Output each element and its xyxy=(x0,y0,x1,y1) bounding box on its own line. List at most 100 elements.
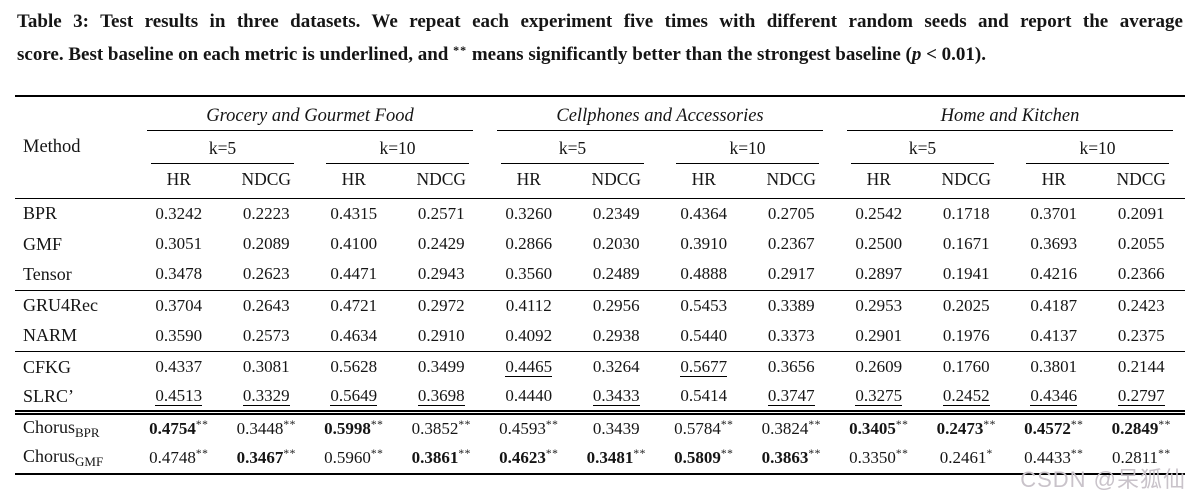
metric-header-hr: HR xyxy=(485,164,573,199)
metric-value: 0.3693 xyxy=(1030,234,1078,254)
caption-line-1: Table 3: Test results in three datasets.… xyxy=(17,11,1183,32)
metric-cell: 0.3260 xyxy=(485,198,573,229)
metric-cell: 0.3350** xyxy=(835,444,923,475)
metric-cell: 0.4137 xyxy=(1010,321,1098,352)
metric-value: 0.4315 xyxy=(330,203,378,223)
k-header: k=5 xyxy=(485,131,660,164)
metric-cell: 0.4748** xyxy=(135,444,223,475)
metric-cell: 0.2429 xyxy=(398,229,486,260)
significance-stars: ** xyxy=(195,419,209,432)
metric-value: 0.3439 xyxy=(592,419,640,439)
significance-stars: ** xyxy=(283,448,296,461)
metric-cell: 0.1941 xyxy=(923,259,1011,290)
metric-header-ndcg: NDCG xyxy=(747,164,835,199)
metric-value: 0.2366 xyxy=(1117,264,1165,284)
metric-cell: 0.2917 xyxy=(748,259,836,290)
method-name: ChorusBPR xyxy=(15,410,135,444)
significance-stars: ** xyxy=(633,448,646,461)
method-name: GRU4Rec xyxy=(15,289,135,321)
metric-cell: 0.2489 xyxy=(573,259,661,290)
significance-stars: ** xyxy=(895,419,909,432)
metric-value: 0.2375 xyxy=(1117,325,1165,345)
metric-value: 0.3373 xyxy=(767,325,815,345)
header-row-metrics: HR NDCG HR NDCG HR NDCG HR NDCG HR NDCG … xyxy=(15,164,1185,199)
metric-cell: 0.3861** xyxy=(398,444,486,475)
metric-cell: 0.1760 xyxy=(922,350,1010,383)
metric-value: 0.4100 xyxy=(330,234,378,254)
significance-stars: ** xyxy=(1070,448,1084,461)
metric-header-ndcg: NDCG xyxy=(397,164,485,199)
metric-cell: 0.4623** xyxy=(485,444,573,475)
metric-cell: 0.3242 xyxy=(135,198,223,229)
metric-value: 0.4513 xyxy=(155,386,203,407)
metric-cell: 0.2452 xyxy=(923,382,1011,413)
metric-value: 0.2609 xyxy=(855,357,903,377)
table-row: ChorusGMF 0.4748** 0.3467** 0.5960** 0.3861*… xyxy=(15,444,1185,475)
metric-value: 0.2461 xyxy=(939,448,987,468)
metric-value: 0.4137 xyxy=(1030,325,1078,345)
metric-value: 0.3499 xyxy=(417,357,465,377)
metric-cell: 0.4112 xyxy=(485,289,573,321)
metric-cell: 0.2866 xyxy=(485,229,573,260)
metric-value: 0.4754 xyxy=(149,419,196,439)
metric-cell: 0.5453 xyxy=(660,289,748,321)
metric-cell: 0.3698 xyxy=(398,382,486,413)
method-subscript: BPR xyxy=(75,425,100,441)
metric-header-ndcg: NDCG xyxy=(1097,164,1185,199)
metric-value: 0.3852 xyxy=(411,419,459,439)
metric-cell: 0.4315 xyxy=(310,198,398,229)
metric-cell: 0.4216 xyxy=(1010,259,1098,290)
metric-cell: 0.5649 xyxy=(310,382,398,413)
metric-value: 0.2917 xyxy=(767,264,815,284)
metric-value: 0.2797 xyxy=(1117,386,1165,407)
metric-value: 0.2571 xyxy=(417,203,465,223)
metric-cell: 0.4440 xyxy=(485,382,573,413)
metric-value: 0.4471 xyxy=(330,264,378,284)
metric-value: 0.3861 xyxy=(411,448,459,468)
metric-cell: 0.4888 xyxy=(660,259,748,290)
dataset-group-label: Grocery and Gourmet Food xyxy=(147,106,473,131)
significance-stars: ** xyxy=(1158,448,1171,461)
metric-value: 0.4572 xyxy=(1024,419,1071,439)
metric-cell: 0.4465 xyxy=(485,350,573,383)
metric-cell: 0.2623 xyxy=(223,259,311,290)
metric-cell: 0.2705 xyxy=(748,198,836,229)
metric-cell: 0.1718 xyxy=(923,198,1011,229)
metric-cell: 0.3701 xyxy=(1010,198,1098,229)
metric-cell: 0.5628 xyxy=(310,350,398,383)
metric-header-hr: HR xyxy=(1010,164,1098,199)
k-label: k=10 xyxy=(1026,138,1169,164)
metric-value: 0.3481 xyxy=(586,448,634,468)
metric-cell: 0.3693 xyxy=(1010,229,1098,260)
metric-cell: 0.4593** xyxy=(485,410,573,444)
metric-cell: 0.3329 xyxy=(223,382,311,413)
metric-cell: 0.3824** xyxy=(747,410,835,444)
metric-value: 0.2938 xyxy=(592,325,640,345)
significance-stars: ** xyxy=(720,448,734,461)
metric-cell: 0.4572** xyxy=(1010,410,1098,444)
metric-value: 0.3448 xyxy=(236,419,284,439)
significance-stars: ** xyxy=(1070,419,1084,432)
metric-header-ndcg: NDCG xyxy=(222,164,310,199)
table-row: Tensor 0.3478 0.2623 0.4471 0.2943 0.3560 0.24… xyxy=(15,259,1185,290)
metric-cell: 0.3704 xyxy=(135,289,223,321)
metric-value: 0.4888 xyxy=(680,264,728,284)
metric-cell: 0.4513 xyxy=(135,382,223,413)
significance-stars: ** xyxy=(545,448,559,461)
metric-cell: 0.3433 xyxy=(573,382,661,413)
metric-value: 0.3863 xyxy=(761,448,809,468)
metric-value: 0.5628 xyxy=(330,357,378,377)
significance-stars: * xyxy=(986,448,993,461)
metric-cell: 0.3852** xyxy=(397,410,485,444)
metric-cell: 0.4634 xyxy=(310,321,398,352)
metric-cell: 0.3499 xyxy=(397,350,485,383)
metric-cell: 0.2375 xyxy=(1098,321,1186,352)
table-row: GRU4Rec 0.3704 0.2643 0.4721 0.2972 0.4112 0.2… xyxy=(15,289,1185,321)
metric-cell: 0.2500 xyxy=(835,229,923,260)
metric-value: 0.2643 xyxy=(242,295,290,315)
metric-value: 0.4337 xyxy=(155,357,203,377)
metric-header-hr: HR xyxy=(660,164,748,199)
table-header: Method Grocery and Gourmet Food Cellphon… xyxy=(15,96,1185,199)
metric-value: 0.5998 xyxy=(324,419,371,439)
metric-cell: 0.3467** xyxy=(223,444,311,475)
